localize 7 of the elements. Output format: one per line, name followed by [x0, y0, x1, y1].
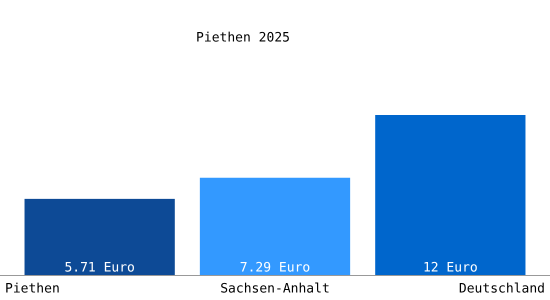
x-tick-label: Piethen — [5, 281, 60, 296]
x-tick-label: Deutschland — [458, 281, 545, 296]
data-label: 12 Euro — [422, 260, 478, 276]
data-label: 5.71 Euro — [64, 260, 135, 276]
x-tick-label: Sachsen-Anhalt — [220, 281, 330, 296]
data-label: 7.29 Euro — [240, 260, 310, 276]
chart-title: Piethen 2025 — [196, 30, 290, 46]
